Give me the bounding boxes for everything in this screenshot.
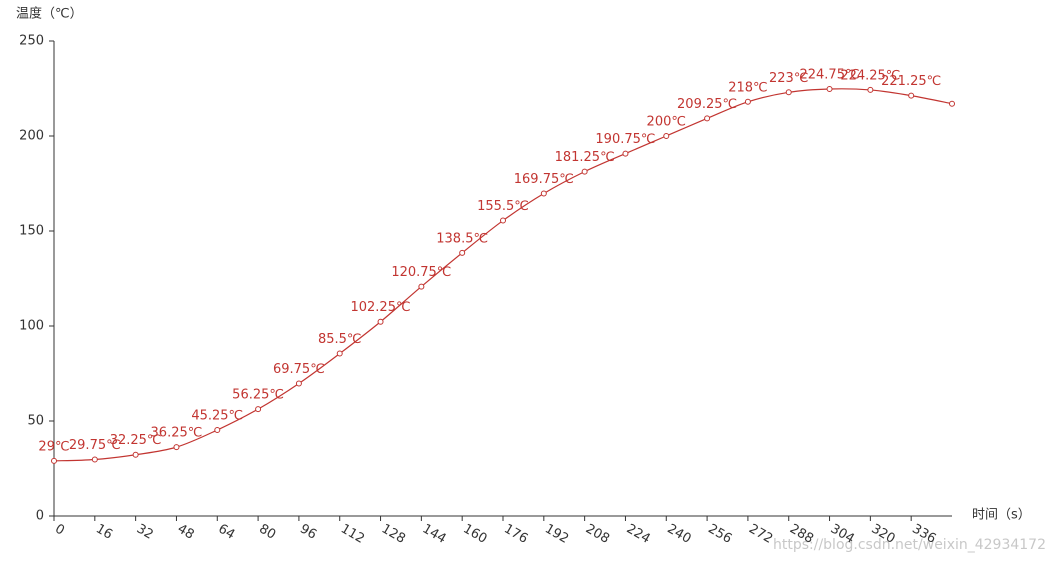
data-label: 29℃ [38,439,69,454]
x-tick-label: 192 [542,522,571,547]
x-tick-label: 176 [501,522,530,547]
x-tick-label: 48 [175,522,197,543]
data-label: 102.25℃ [350,300,410,315]
point [132,451,139,458]
data-label: 209.25℃ [677,97,737,112]
y-tick-label: 200 [19,129,44,144]
point [540,190,547,197]
y-tick-label: 50 [27,414,44,429]
point [908,92,915,99]
y-tick-label: 150 [19,224,44,239]
point [418,283,425,290]
data-label: 29.75℃ [69,438,121,453]
point [91,456,98,463]
y-tick-label: 0 [36,509,44,524]
x-axis-label: 时间（s） [972,508,1031,523]
data-label: 169.75℃ [514,172,574,187]
data-label: 218℃ [728,80,767,95]
watermark: https://blog.csdn.net/weixin_42934172 [773,537,1046,553]
point [785,89,792,96]
data-label: 85.5℃ [318,332,362,347]
data-label: 224.75℃ [799,67,859,82]
point [214,427,221,434]
series-line [53,88,953,462]
y-axis-label: 温度（℃） [16,6,83,22]
data-label: 138.5℃ [436,231,488,246]
point [51,457,57,464]
x-tick-label: 112 [338,522,367,547]
x-tick-label: 16 [93,522,115,543]
point [663,133,670,139]
point [459,249,466,256]
x-tick-label: 160 [460,522,489,547]
point [867,86,874,93]
data-label: 221.25℃ [881,74,941,89]
point [336,350,343,357]
data-label: 32.25℃ [110,433,162,448]
x-tick-label: 0 [52,522,67,539]
x-tick-label: 64 [216,522,238,543]
x-tick-label: 144 [420,522,449,547]
x-tick-label: 240 [665,522,694,547]
point [826,85,833,92]
data-label: 56.25℃ [232,388,284,403]
point [622,150,629,157]
x-tick-label: 128 [379,522,408,547]
y-tick-label: 100 [19,319,44,334]
data-label: 45.25℃ [191,409,243,424]
x-tick-label: 256 [705,522,734,547]
data-label: 69.75℃ [273,362,325,377]
point [295,380,302,387]
point [500,217,506,224]
data-label: 120.75℃ [391,265,451,280]
data-label: 36.25℃ [151,426,203,441]
point [744,98,751,105]
x-tick-label: 272 [746,522,775,547]
point [581,168,588,175]
x-tick-label: 208 [583,522,612,547]
data-label: 200℃ [647,115,686,130]
data-label: 155.5℃ [477,199,529,214]
point [173,444,180,451]
x-tick-label: 224 [624,522,653,547]
x-tick-label: 96 [297,522,319,543]
data-label: 224.25℃ [840,68,900,83]
x-tick-label: 32 [134,522,156,543]
data-label: 190.75℃ [595,132,655,147]
point [949,100,955,107]
point [255,406,262,413]
data-label: 181.25℃ [555,150,615,165]
data-label: 223℃ [769,71,808,86]
x-tick-label: 80 [256,522,278,543]
point [377,318,384,325]
point [704,115,711,122]
y-tick-label: 250 [19,34,44,49]
